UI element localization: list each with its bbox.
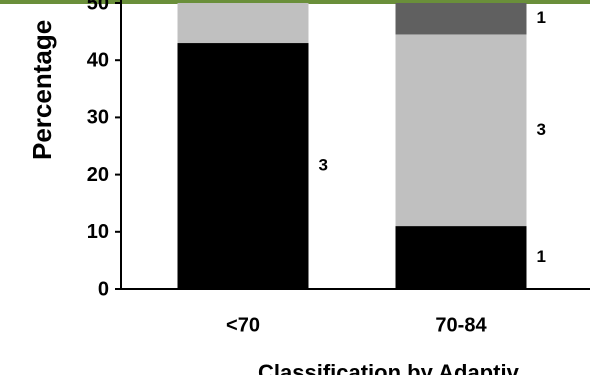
x-axis-label: Classification by Adaptiv: [258, 360, 520, 375]
segment-annotation: 3: [319, 156, 328, 175]
header-image: [0, 0, 590, 4]
segment-annotation: 1: [537, 247, 546, 266]
x-tick-label: <70: [226, 314, 260, 336]
y-tick-label: 10: [87, 221, 109, 243]
bar-segment: [177, 43, 309, 289]
segment-annotation: 3: [537, 120, 546, 139]
y-tick-label: 50: [87, 0, 109, 14]
y-tick-label: 20: [87, 164, 109, 186]
x-tick-label: 70-84: [435, 314, 487, 336]
y-tick-label: 30: [87, 107, 109, 129]
segment-annotation: 1: [537, 8, 546, 27]
bar-segment: [395, 226, 527, 289]
y-tick-label: 40: [87, 49, 109, 71]
bar-segment: [177, 3, 309, 44]
y-axis-label: Percentage: [27, 20, 57, 160]
bar-segment: [395, 34, 527, 227]
y-tick-label: 0: [98, 278, 109, 300]
bar-segment: [395, 3, 527, 35]
